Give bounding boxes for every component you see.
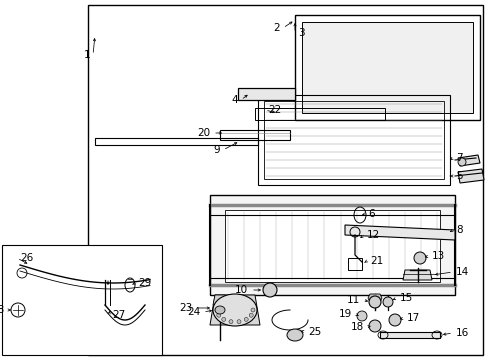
Text: 18: 18 — [350, 322, 363, 332]
Ellipse shape — [356, 311, 366, 321]
Text: 5: 5 — [455, 171, 462, 181]
Ellipse shape — [382, 297, 392, 307]
Text: 3: 3 — [297, 28, 304, 38]
Text: 20: 20 — [197, 128, 209, 138]
Text: 23: 23 — [180, 303, 193, 313]
Ellipse shape — [388, 314, 400, 326]
Text: 8: 8 — [455, 225, 462, 235]
Polygon shape — [379, 332, 439, 338]
Text: 13: 13 — [431, 251, 445, 261]
Polygon shape — [213, 295, 226, 305]
Ellipse shape — [244, 318, 248, 321]
Ellipse shape — [368, 320, 380, 332]
Text: 17: 17 — [406, 313, 419, 323]
Text: 6: 6 — [367, 209, 374, 219]
Ellipse shape — [413, 252, 425, 264]
Text: 24: 24 — [186, 307, 200, 317]
Polygon shape — [302, 22, 472, 113]
Text: 1: 1 — [83, 50, 90, 60]
Ellipse shape — [237, 320, 241, 324]
Polygon shape — [345, 225, 454, 240]
Text: 16: 16 — [455, 328, 468, 338]
Ellipse shape — [215, 308, 219, 312]
Text: 25: 25 — [307, 327, 321, 337]
Text: 11: 11 — [346, 295, 359, 305]
Text: 27: 27 — [112, 310, 125, 320]
Ellipse shape — [216, 313, 220, 317]
Text: 26: 26 — [20, 253, 33, 263]
Text: 10: 10 — [234, 285, 247, 295]
Text: 19: 19 — [338, 309, 351, 319]
Ellipse shape — [263, 283, 276, 297]
Polygon shape — [457, 169, 483, 183]
Text: 9: 9 — [213, 145, 220, 155]
Ellipse shape — [213, 294, 257, 326]
Ellipse shape — [368, 296, 380, 308]
Bar — [2, 245, 162, 355]
Polygon shape — [238, 88, 294, 100]
Text: 29: 29 — [138, 278, 151, 288]
Ellipse shape — [222, 318, 225, 321]
Text: 21: 21 — [369, 256, 383, 266]
Text: 7: 7 — [455, 153, 462, 163]
Ellipse shape — [286, 329, 303, 341]
Text: 2: 2 — [273, 23, 280, 33]
Polygon shape — [209, 295, 260, 325]
Polygon shape — [209, 195, 454, 295]
Text: 12: 12 — [366, 230, 380, 240]
Bar — [88, 5, 482, 355]
Text: 22: 22 — [267, 105, 281, 115]
Polygon shape — [457, 155, 479, 166]
Text: 15: 15 — [399, 293, 412, 303]
Polygon shape — [224, 210, 439, 282]
Ellipse shape — [215, 306, 224, 314]
Ellipse shape — [249, 313, 253, 317]
Text: 4: 4 — [231, 95, 238, 105]
Polygon shape — [402, 270, 431, 280]
Ellipse shape — [228, 320, 232, 324]
Text: 14: 14 — [455, 267, 468, 277]
Polygon shape — [367, 294, 381, 302]
Ellipse shape — [250, 308, 254, 312]
Ellipse shape — [457, 158, 465, 166]
Text: 28: 28 — [0, 305, 4, 315]
